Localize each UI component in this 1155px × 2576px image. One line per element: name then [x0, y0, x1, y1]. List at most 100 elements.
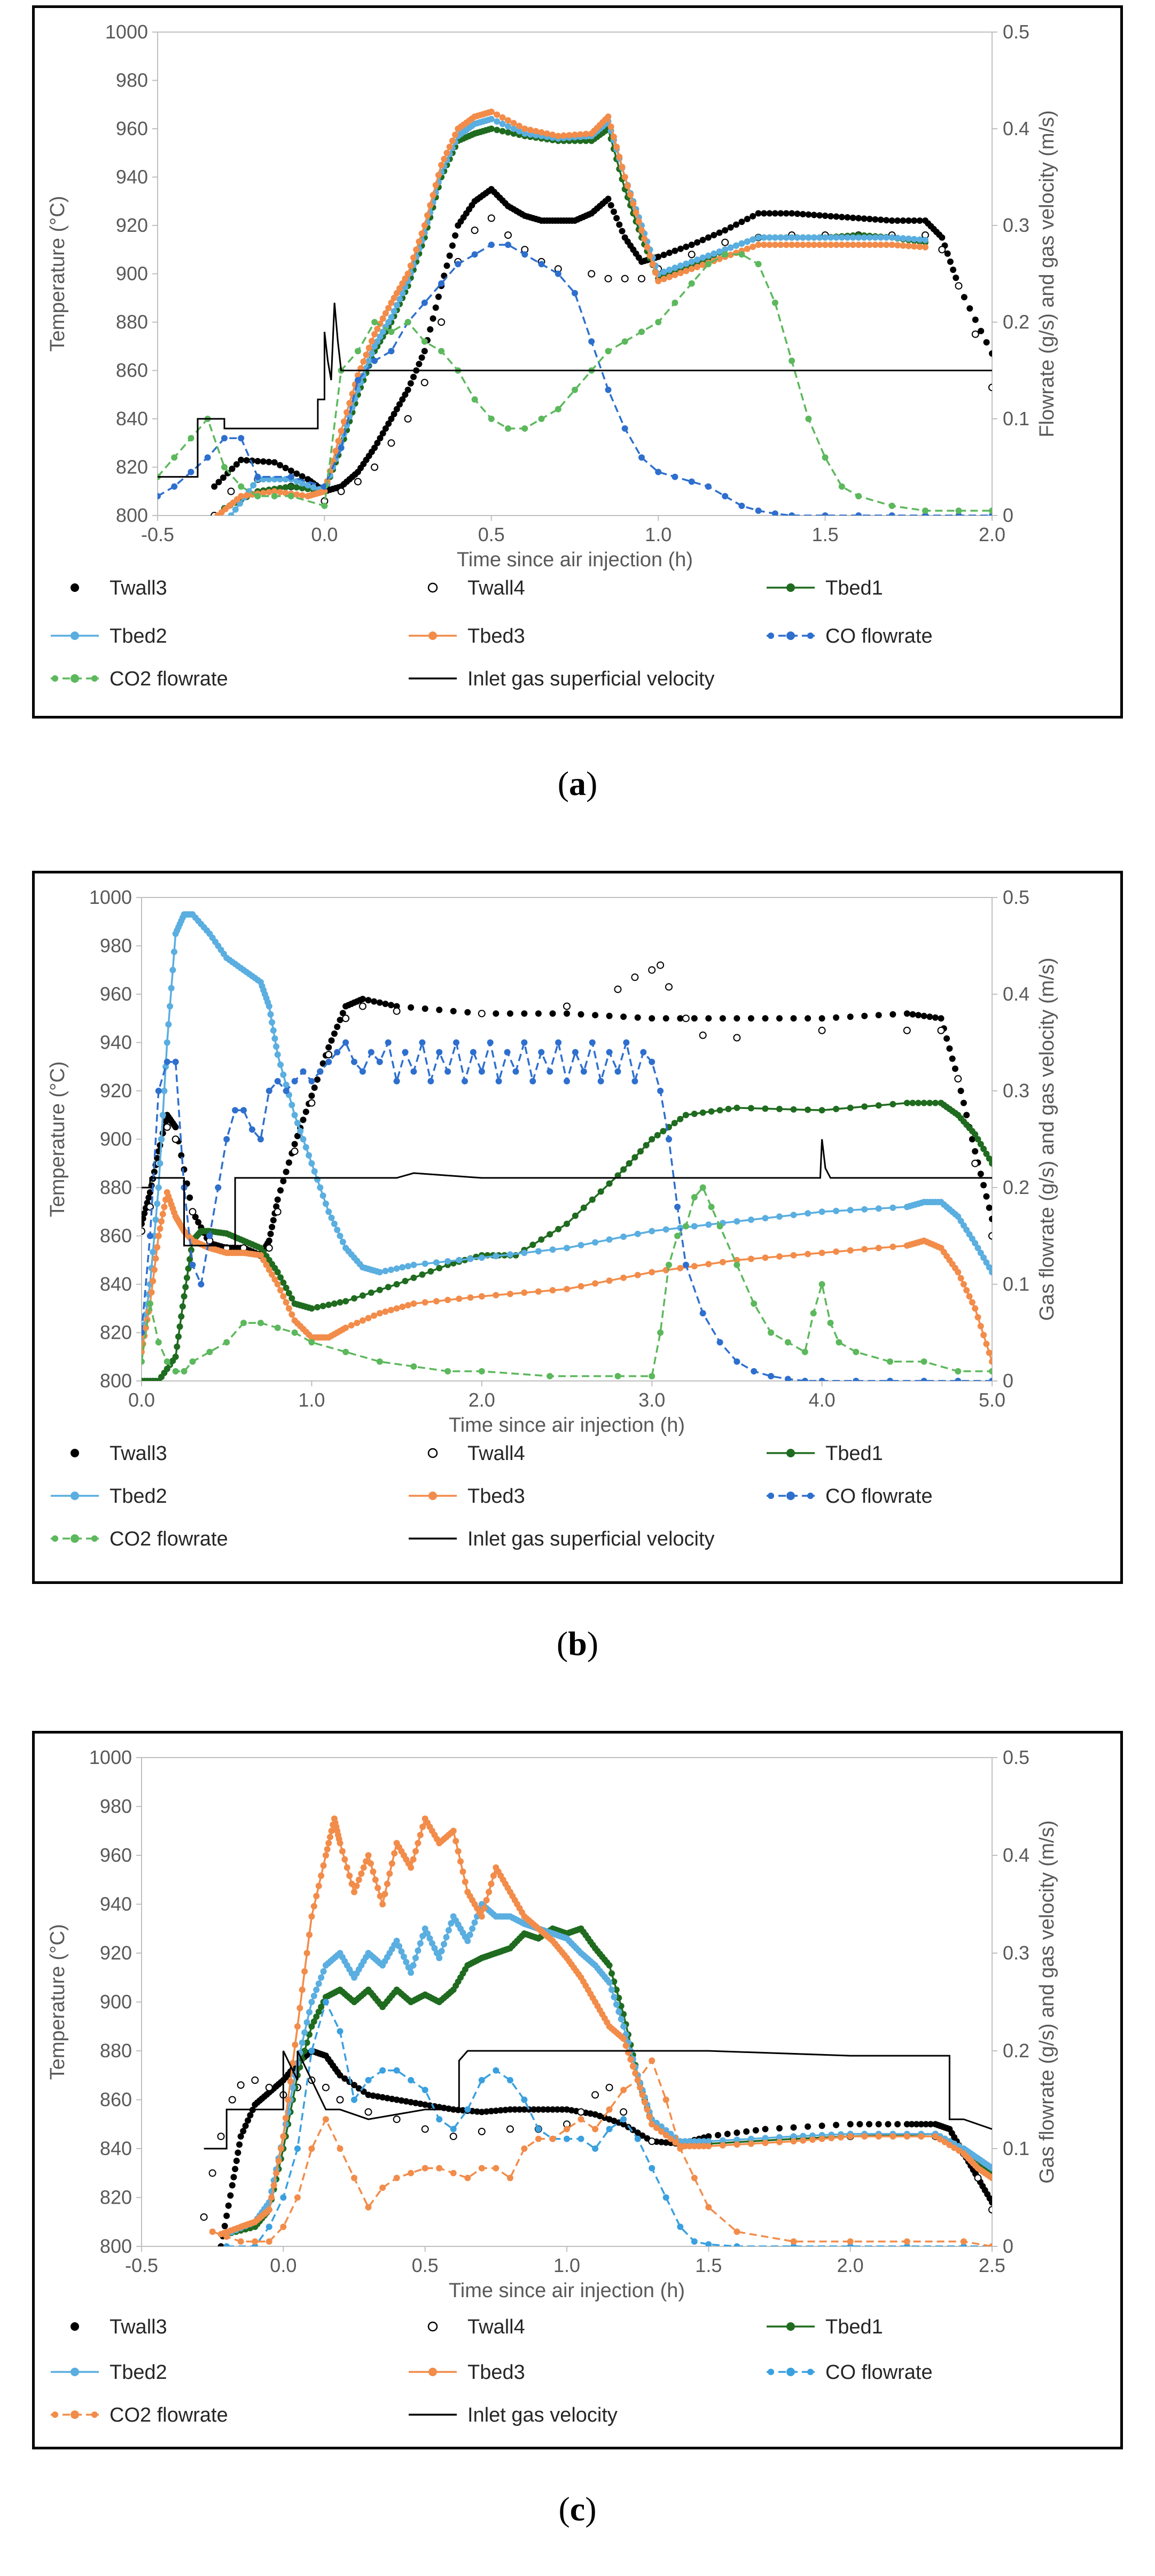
data-point: [306, 1931, 313, 1938]
data-point: [365, 1852, 372, 1859]
data-point: [172, 1353, 179, 1360]
data-point: [270, 2182, 277, 2189]
data-point: [265, 2083, 273, 2091]
data-point: [427, 202, 434, 209]
data-point: [233, 2157, 240, 2164]
data-point: [587, 2110, 594, 2117]
data-point: [660, 268, 667, 275]
data-point: [983, 1340, 990, 1347]
data-point: [354, 1320, 361, 1326]
data-point: [794, 241, 801, 248]
data-point: [538, 129, 545, 136]
data-point: [290, 2059, 296, 2066]
data-point: [263, 1261, 270, 1268]
legend-label: Tbed3: [467, 1485, 525, 1508]
data-point: [605, 196, 612, 202]
data-point: [649, 2121, 655, 2128]
data-point: [249, 1126, 255, 1133]
data-point: [980, 1182, 987, 1189]
data-point: [315, 1980, 322, 1987]
data-point: [374, 338, 381, 345]
data-point: [243, 492, 250, 499]
data-point: [861, 1206, 868, 1213]
data-point: [308, 2023, 315, 2030]
data-point: [691, 1263, 698, 1270]
data-point: [382, 310, 389, 317]
data-point: [320, 1968, 327, 1975]
data-point: [280, 1177, 287, 1184]
data-point: [310, 1993, 317, 2000]
data-point: [885, 2121, 892, 2128]
data-point: [818, 1208, 825, 1215]
data-point: [204, 454, 211, 461]
data-point: [989, 2199, 992, 2206]
data-point: [159, 1112, 166, 1119]
data-point: [478, 1293, 485, 1300]
data-point: [422, 2165, 428, 2172]
data-point: [744, 245, 751, 252]
data-point: [422, 2087, 428, 2094]
data-point: [980, 1254, 987, 1261]
data-point: [266, 2223, 272, 2230]
data-point: [744, 238, 751, 245]
data-point: [822, 212, 829, 219]
data-point: [688, 258, 695, 265]
data-point: [422, 1299, 428, 1306]
data-point: [937, 1026, 945, 1034]
data-point: [433, 1298, 440, 1305]
legend-entry: Twall3: [71, 2316, 167, 2338]
data-point: [677, 270, 684, 276]
data-point: [762, 1254, 769, 1261]
data-point: [396, 401, 403, 408]
data-point: [254, 473, 261, 480]
data-point: [342, 1039, 349, 1046]
data-point: [805, 2123, 811, 2130]
data-point: [223, 1136, 230, 1143]
data-point: [722, 227, 729, 234]
data-point: [766, 210, 773, 217]
plot-area: [141, 897, 993, 1381]
data-point: [287, 467, 294, 474]
data-point: [638, 227, 645, 234]
data-point: [242, 2122, 249, 2129]
data-point: [784, 1376, 791, 1381]
data-point: [331, 1300, 338, 1307]
data-point: [382, 425, 389, 432]
data-point: [251, 2076, 259, 2084]
data-point: [527, 131, 534, 138]
data-point: [474, 2108, 480, 2115]
data-point: [148, 1289, 155, 1296]
data-point: [649, 1136, 655, 1143]
legend-swatch-marker: [71, 583, 79, 592]
data-point: [452, 131, 459, 138]
data-point: [762, 2126, 769, 2133]
data-point: [448, 1920, 455, 1927]
data-point: [790, 2238, 797, 2245]
data-point: [605, 348, 612, 355]
data-point: [320, 1862, 327, 1869]
data-point: [657, 961, 665, 969]
data-point: [547, 1231, 553, 1238]
data-point: [715, 2132, 721, 2138]
data-point: [955, 508, 962, 514]
data-point: [540, 2106, 547, 2113]
data-point: [662, 1226, 669, 1233]
data-point: [771, 241, 778, 248]
data-point: [783, 234, 790, 241]
data-point: [918, 2121, 925, 2128]
y2-axis-label: Gas flowrate (g/s) and gas velocity (m/s…: [1036, 958, 1058, 1321]
data-point: [771, 510, 778, 516]
data-point: [388, 1307, 394, 1314]
data-point: [376, 1269, 383, 1276]
x-tick-label: 0.0: [270, 2254, 296, 2276]
data-point: [430, 192, 436, 199]
data-point: [799, 210, 806, 217]
data-point: [372, 1876, 379, 1883]
data-point: [308, 1305, 315, 1312]
data-point: [487, 1039, 494, 1046]
x-tick-label: 2.0: [837, 2254, 864, 2276]
data-point: [549, 1246, 556, 1253]
data-point: [506, 1010, 513, 1017]
series-line: [142, 1039, 992, 1381]
data-point: [966, 1293, 973, 1300]
